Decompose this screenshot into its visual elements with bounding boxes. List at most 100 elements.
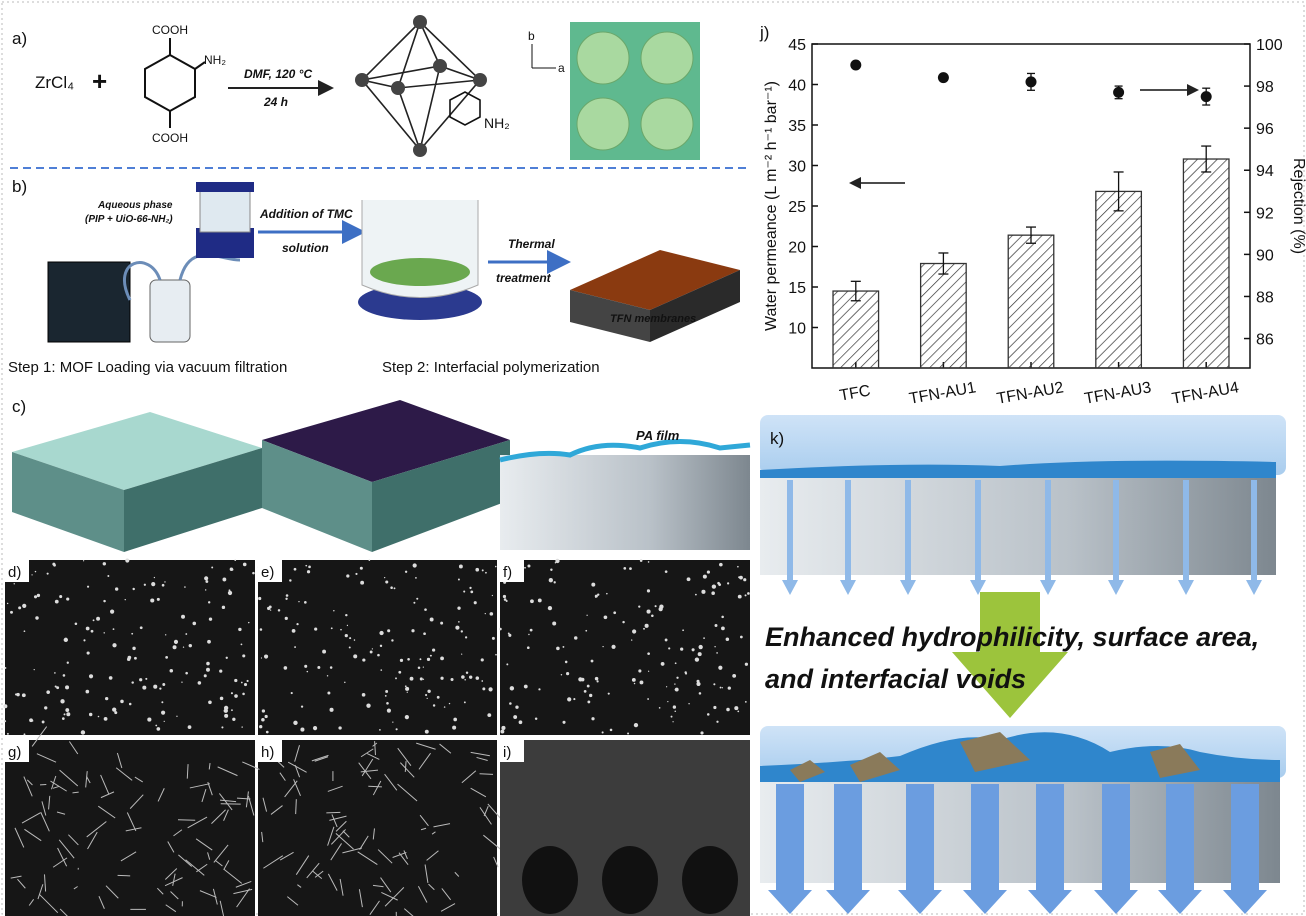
particle	[674, 687, 679, 692]
particle	[242, 692, 245, 696]
particle	[424, 729, 429, 734]
particle	[714, 646, 716, 648]
particle	[646, 589, 651, 593]
particle	[142, 685, 147, 690]
particle	[424, 608, 427, 611]
fiber	[86, 776, 91, 784]
particle	[13, 583, 15, 585]
fiber	[223, 860, 230, 871]
fiber	[56, 811, 66, 815]
particle	[660, 662, 665, 666]
fiber	[40, 811, 50, 832]
particle	[359, 566, 363, 570]
particle	[647, 698, 650, 700]
particle	[92, 619, 95, 622]
particle	[204, 589, 207, 591]
particle	[601, 731, 604, 734]
particle	[31, 574, 33, 576]
fiber	[201, 788, 207, 803]
particle	[440, 656, 444, 661]
particle	[46, 572, 49, 575]
fiber	[279, 772, 286, 781]
fiber	[223, 868, 243, 884]
particle	[62, 674, 66, 677]
fiber	[342, 830, 350, 838]
particle	[102, 562, 107, 566]
fiber	[335, 832, 354, 850]
particle	[644, 623, 649, 628]
particle	[3, 720, 7, 723]
particle	[651, 614, 654, 618]
particle	[203, 674, 207, 678]
particle	[300, 705, 304, 708]
particle	[622, 620, 625, 624]
sem-image	[258, 740, 497, 916]
fiber	[261, 831, 264, 843]
particle	[211, 566, 214, 569]
particle	[392, 721, 394, 723]
particle	[524, 566, 526, 569]
y-tick-label: 15	[788, 280, 806, 297]
particle	[387, 629, 391, 633]
fiber	[218, 793, 233, 811]
particle	[23, 630, 26, 633]
fiber	[339, 878, 344, 896]
y-tick-label: 20	[788, 240, 806, 257]
panel-label: b)	[12, 177, 27, 196]
particle	[344, 681, 346, 684]
particle	[384, 694, 387, 697]
particle	[362, 658, 366, 662]
fiber	[115, 767, 133, 781]
flow-arrow	[782, 480, 798, 595]
particle	[185, 633, 188, 635]
fiber	[439, 743, 452, 754]
particle	[562, 720, 566, 724]
label-bg	[258, 740, 282, 762]
particle	[293, 567, 297, 571]
particle	[503, 598, 507, 601]
particle	[594, 594, 598, 598]
particle	[587, 700, 591, 704]
fiber	[59, 769, 79, 787]
particle	[60, 699, 65, 704]
particle	[654, 605, 657, 608]
fiber	[293, 779, 301, 797]
particle	[574, 636, 578, 640]
particle	[537, 598, 542, 603]
particle	[162, 683, 166, 686]
particle	[638, 605, 641, 608]
particle	[147, 717, 152, 722]
particle	[305, 564, 308, 567]
particle	[737, 710, 740, 713]
particle	[59, 595, 63, 599]
particle	[230, 692, 233, 695]
particle	[293, 720, 298, 726]
y-tick-label: 40	[788, 78, 806, 95]
arrow-label: Thermal	[508, 237, 555, 251]
particle	[44, 706, 48, 710]
fiber	[417, 885, 428, 903]
particle	[407, 658, 410, 661]
bar	[832, 290, 880, 369]
fiber	[233, 888, 253, 895]
particle	[277, 609, 281, 612]
particle	[66, 661, 69, 664]
y-tick-label: 10	[788, 321, 806, 338]
particle	[33, 669, 35, 671]
flow-arrow	[1246, 480, 1262, 595]
group: NH₂	[204, 53, 226, 67]
particle	[161, 701, 164, 704]
fiber	[327, 785, 343, 792]
fiber	[428, 883, 435, 891]
particle	[589, 693, 593, 698]
particle	[515, 705, 519, 709]
particle	[35, 616, 39, 620]
particle	[404, 685, 407, 688]
fiber	[73, 886, 78, 890]
fiber	[235, 880, 252, 888]
fiber	[294, 745, 300, 762]
particle	[465, 671, 469, 674]
particle	[163, 720, 165, 723]
particle	[744, 662, 749, 666]
particle	[289, 579, 292, 582]
